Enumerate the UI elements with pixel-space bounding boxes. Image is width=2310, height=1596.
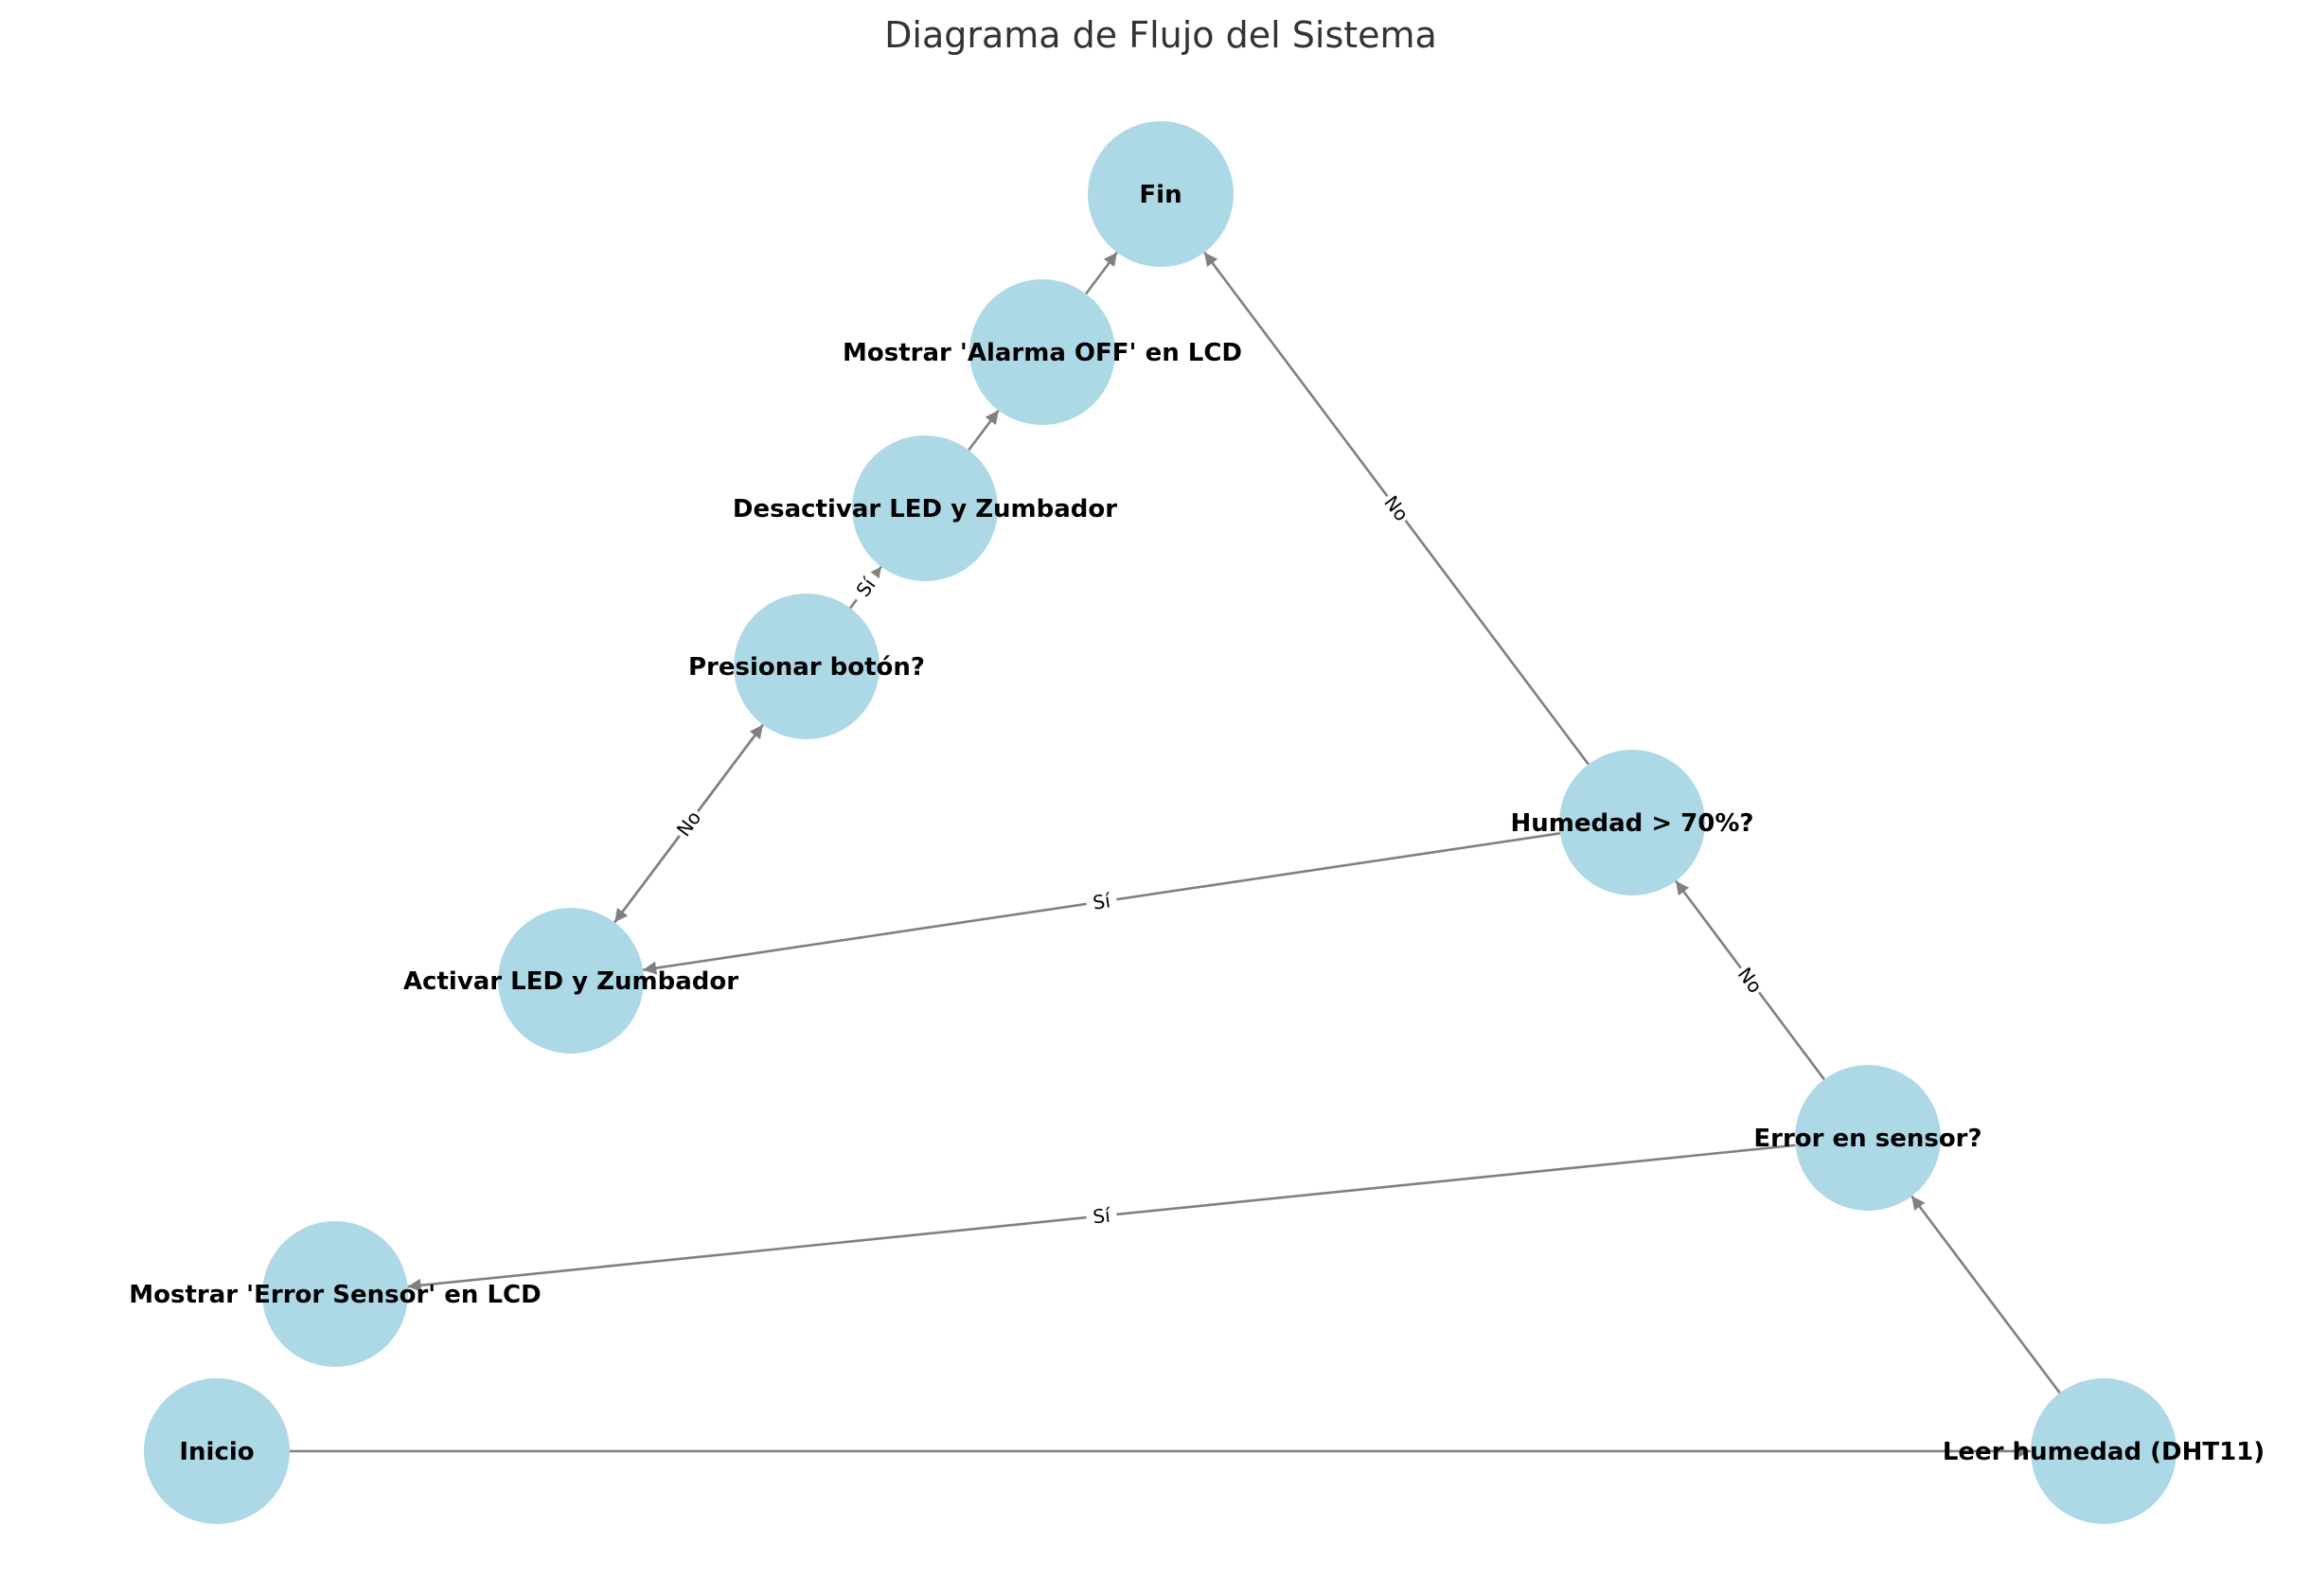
edge-leer-to-error (1910, 1195, 2061, 1394)
node-leer (2031, 1378, 2177, 1524)
edges (290, 251, 2061, 1458)
edge-label-presionar-to-activar: No (669, 804, 708, 843)
nodes (144, 121, 2177, 1524)
edge-label-humedad-to-activar: Sí (1084, 887, 1119, 916)
edge-label-error-to-humedad: No (1731, 960, 1769, 1001)
edge-label-presionar-to-desactivar: Sí (846, 567, 885, 608)
edge-label-error-to-mostrar_error: Sí (1085, 1201, 1118, 1231)
node-label-mostrar_error: Mostrar 'Error Sensor' en LCD (129, 1281, 541, 1309)
node-inicio (144, 1378, 290, 1524)
diagram-title: Diagrama de Flujo del Sistema (884, 14, 1437, 56)
node-label-fin: Fin (1139, 181, 1182, 209)
edge-label-humedad-to-fin: No (1377, 488, 1415, 528)
edge-label-text: Sí (1092, 889, 1113, 914)
node-label-desactivar: Desactivar LED y Zumbador (733, 495, 1117, 523)
node-labels: Inicio Leer humedad (DHT11) Error en senso… (129, 181, 2265, 1466)
node-error (1795, 1065, 1941, 1211)
edge-label-text: No (1733, 963, 1768, 997)
node-label-presionar: Presionar botón? (688, 653, 925, 682)
edge-labels: Sí No Sí No No Sí (669, 488, 1769, 1231)
edge-label-text: No (1379, 491, 1413, 525)
edge-desactivar-to-mostrar_off (968, 409, 1000, 452)
node-desactivar (852, 435, 998, 581)
node-activar (498, 908, 644, 1054)
node-mostrar_error (262, 1221, 408, 1367)
node-humedad (1559, 750, 1705, 896)
node-mostrar_off (969, 279, 1115, 425)
node-label-inicio: Inicio (179, 1438, 254, 1466)
edge-label-text: No (672, 807, 706, 841)
node-presionar (734, 594, 880, 739)
node-label-activar: Activar LED y Zumbador (403, 967, 738, 996)
node-label-mostrar_off: Mostrar 'Alarma OFF' en LCD (843, 339, 1242, 367)
node-fin (1088, 121, 1234, 267)
edge-label-text: Sí (1092, 1203, 1112, 1228)
edge-mostrar_off-to-fin (1085, 251, 1118, 295)
node-label-humedad: Humedad > 70%? (1511, 809, 1754, 838)
node-label-error: Error en sensor? (1753, 1125, 1981, 1153)
node-label-leer: Leer humedad (DHT11) (1943, 1438, 2265, 1466)
